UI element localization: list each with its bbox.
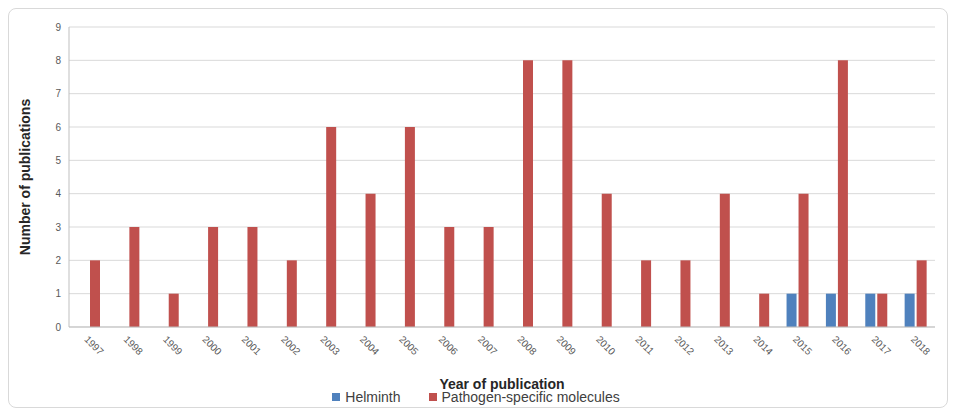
svg-text:2001: 2001 [240,334,264,358]
svg-text:2005: 2005 [397,334,421,358]
svg-text:2018: 2018 [909,334,933,358]
svg-text:2012: 2012 [673,334,697,358]
svg-text:2002: 2002 [279,334,303,358]
html-text:Pathogen-specific molecules: Pathogen-specific molecules [441,389,620,405]
svg-text:1: 1 [55,288,61,299]
svg-text:2007: 2007 [476,334,500,358]
svg-text:2011: 2011 [633,334,656,357]
svg-text:Number of publications: Number of publications [17,99,33,256]
svg-text:2008: 2008 [515,334,539,358]
svg-text:0: 0 [55,322,61,333]
svg-text:2016: 2016 [830,334,854,358]
svg-text:1997: 1997 [82,334,106,358]
svg-text:2004: 2004 [358,334,382,358]
svg-text:3: 3 [55,222,61,233]
svg-text:2015: 2015 [791,334,815,358]
svg-text:2: 2 [55,255,61,266]
svg-text:4: 4 [55,188,61,199]
svg-text:2010: 2010 [594,334,618,358]
svg-text:2014: 2014 [751,334,775,358]
svg-text:5: 5 [55,155,61,166]
svg-text:2003: 2003 [318,334,342,358]
svg-text:8: 8 [55,55,61,66]
svg-text:6: 6 [55,122,61,133]
svg-text:2013: 2013 [712,334,736,358]
svg-text:7: 7 [55,88,61,99]
svg-text:Year of publication: Year of publication [439,376,564,392]
svg-text:9: 9 [55,22,61,33]
svg-text:2006: 2006 [437,334,461,358]
svg-text:2017: 2017 [870,334,894,358]
svg-text:2009: 2009 [555,334,579,358]
svg-text:1998: 1998 [122,334,146,358]
svg-text:2000: 2000 [200,334,224,358]
svg-text:1999: 1999 [161,334,185,358]
html-text:Helminth: Helminth [345,389,401,405]
